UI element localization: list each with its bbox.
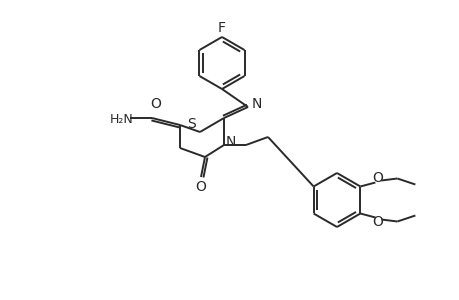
Text: O: O xyxy=(371,172,382,185)
Text: S: S xyxy=(187,117,196,131)
Text: N: N xyxy=(225,135,235,149)
Text: O: O xyxy=(371,214,382,229)
Text: O: O xyxy=(195,180,206,194)
Text: H₂N: H₂N xyxy=(110,112,134,125)
Text: N: N xyxy=(251,97,262,111)
Text: O: O xyxy=(150,97,161,111)
Text: F: F xyxy=(218,21,225,35)
